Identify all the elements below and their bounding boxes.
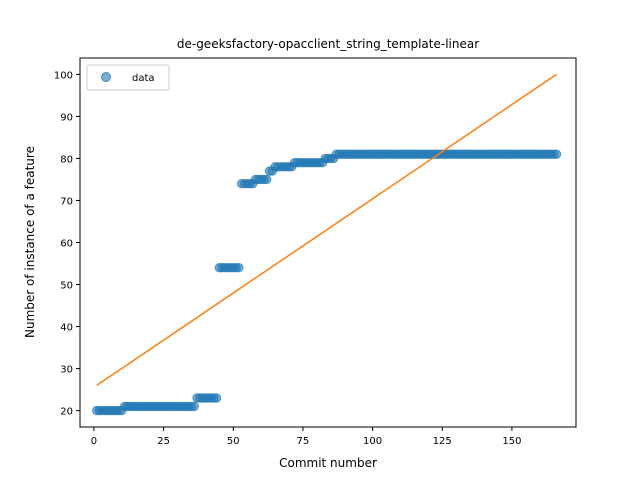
- legend: data: [86, 64, 170, 91]
- x-axis-label: Commit number: [279, 456, 377, 470]
- x-tick-label: 125: [433, 436, 452, 447]
- y-tick-label: 20: [60, 407, 73, 418]
- y-axis-label: Number of instance of a feature: [23, 146, 37, 338]
- data-point: [211, 393, 222, 403]
- y-tick-label: 60: [60, 239, 73, 250]
- fit-line: [96, 73, 557, 387]
- y-tick-label: 50: [60, 281, 73, 292]
- y-tick-label: 80: [60, 154, 73, 165]
- legend-box: [86, 64, 170, 91]
- x-tick-label: 0: [91, 436, 97, 447]
- legend-marker-data: [101, 72, 111, 82]
- data-point: [261, 174, 272, 185]
- y-tick-label: 40: [60, 323, 73, 334]
- y-axis: 20 30 40 50 60 70 80 90 100: [54, 70, 80, 418]
- x-tick-label: 50: [227, 436, 240, 447]
- y-tick-label: 30: [60, 365, 73, 376]
- plot-area: [92, 73, 562, 416]
- data-point: [551, 149, 562, 159]
- x-axis: 0 25 50 75 100 125 150: [91, 427, 521, 447]
- x-tick-label: 75: [297, 436, 310, 447]
- chart-title: de-geeksfactory-opacclient_string_templa…: [177, 37, 479, 51]
- x-tick-label: 150: [502, 436, 521, 447]
- data-point: [234, 263, 244, 273]
- data-point: [189, 401, 199, 412]
- legend-label-data: data: [132, 73, 155, 84]
- y-tick-label: 100: [54, 70, 73, 81]
- x-tick-label: 100: [363, 436, 382, 447]
- y-tick-label: 70: [60, 196, 73, 207]
- x-tick-label: 25: [157, 436, 170, 447]
- y-tick-label: 90: [60, 112, 73, 123]
